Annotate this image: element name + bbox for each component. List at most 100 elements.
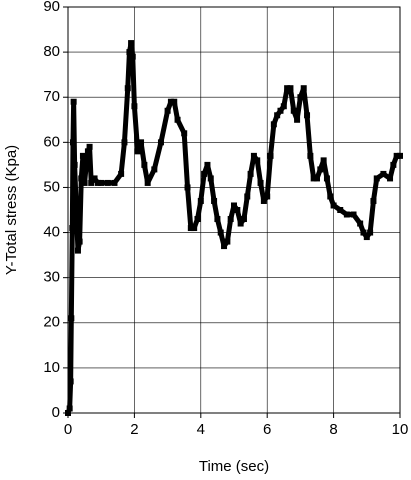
marker [84, 148, 91, 155]
marker [187, 225, 194, 232]
marker [68, 315, 75, 322]
y-tick-label: 60 [43, 133, 60, 150]
marker [300, 85, 307, 92]
marker [370, 197, 377, 204]
marker [66, 405, 73, 412]
marker [380, 170, 387, 177]
marker [91, 175, 98, 182]
marker [247, 170, 254, 177]
marker [260, 197, 267, 204]
marker [144, 179, 151, 186]
marker [350, 211, 357, 218]
y-tick-label: 20 [43, 314, 60, 331]
marker [250, 152, 257, 159]
marker [201, 170, 208, 177]
marker [181, 130, 188, 137]
marker [131, 103, 138, 110]
x-axis-label: Time (sec) [199, 458, 269, 475]
marker [81, 179, 88, 186]
marker [257, 179, 264, 186]
marker [71, 161, 78, 168]
marker [69, 139, 76, 146]
marker [74, 247, 81, 254]
marker [244, 193, 251, 200]
marker [327, 193, 334, 200]
y-tick-label: 40 [43, 224, 60, 241]
marker [118, 170, 125, 177]
marker [78, 175, 85, 182]
y-tick-label: 50 [43, 178, 60, 195]
marker [73, 207, 80, 213]
marker [111, 179, 118, 186]
marker [367, 229, 374, 236]
marker [138, 139, 145, 146]
marker [129, 53, 136, 60]
marker [307, 152, 314, 159]
marker [287, 85, 294, 92]
marker [94, 179, 101, 186]
marker [67, 378, 74, 385]
marker [231, 202, 237, 209]
marker [310, 175, 317, 182]
marker [254, 157, 261, 164]
marker [207, 175, 214, 182]
y-tick-label: 0 [52, 404, 60, 421]
marker [323, 175, 330, 182]
marker [360, 229, 367, 236]
marker [337, 207, 344, 213]
marker [237, 220, 244, 227]
marker [126, 49, 133, 56]
marker [267, 152, 274, 159]
marker [171, 98, 178, 105]
marker [274, 112, 281, 119]
marker [217, 229, 224, 236]
marker [121, 139, 128, 146]
marker [317, 166, 324, 173]
marker [65, 410, 71, 416]
x-tick-label: 2 [130, 421, 138, 438]
marker [174, 116, 181, 123]
marker [227, 216, 234, 223]
marker [184, 184, 191, 191]
marker [264, 193, 271, 200]
marker [280, 103, 287, 110]
marker [320, 157, 327, 164]
y-tick-label: 30 [43, 269, 60, 286]
marker [221, 243, 228, 250]
y-tick-label: 10 [43, 359, 60, 376]
marker [164, 107, 171, 114]
marker [167, 98, 174, 105]
marker [151, 166, 158, 173]
marker [284, 85, 291, 92]
marker [387, 175, 394, 182]
marker [104, 179, 111, 186]
marker [240, 216, 247, 223]
marker [397, 152, 403, 159]
marker [390, 161, 397, 168]
marker [128, 40, 135, 47]
marker [363, 234, 370, 241]
marker [224, 238, 231, 245]
marker [98, 179, 105, 186]
marker [134, 148, 141, 155]
y-tick-label: 70 [43, 88, 60, 105]
marker [373, 175, 380, 182]
marker [70, 98, 77, 105]
y-tick-label: 80 [43, 43, 60, 60]
x-tick-label: 4 [197, 421, 205, 438]
marker [343, 211, 350, 218]
x-tick-label: 8 [329, 421, 337, 438]
marker [357, 220, 364, 227]
marker [76, 238, 83, 245]
marker [194, 216, 201, 223]
marker [277, 107, 284, 114]
marker [124, 85, 131, 92]
marker [330, 202, 337, 209]
x-tick-label: 6 [263, 421, 271, 438]
marker [290, 107, 297, 114]
y-tick-label: 90 [43, 0, 60, 15]
marker [314, 175, 320, 182]
marker [234, 207, 241, 213]
marker [88, 179, 95, 186]
